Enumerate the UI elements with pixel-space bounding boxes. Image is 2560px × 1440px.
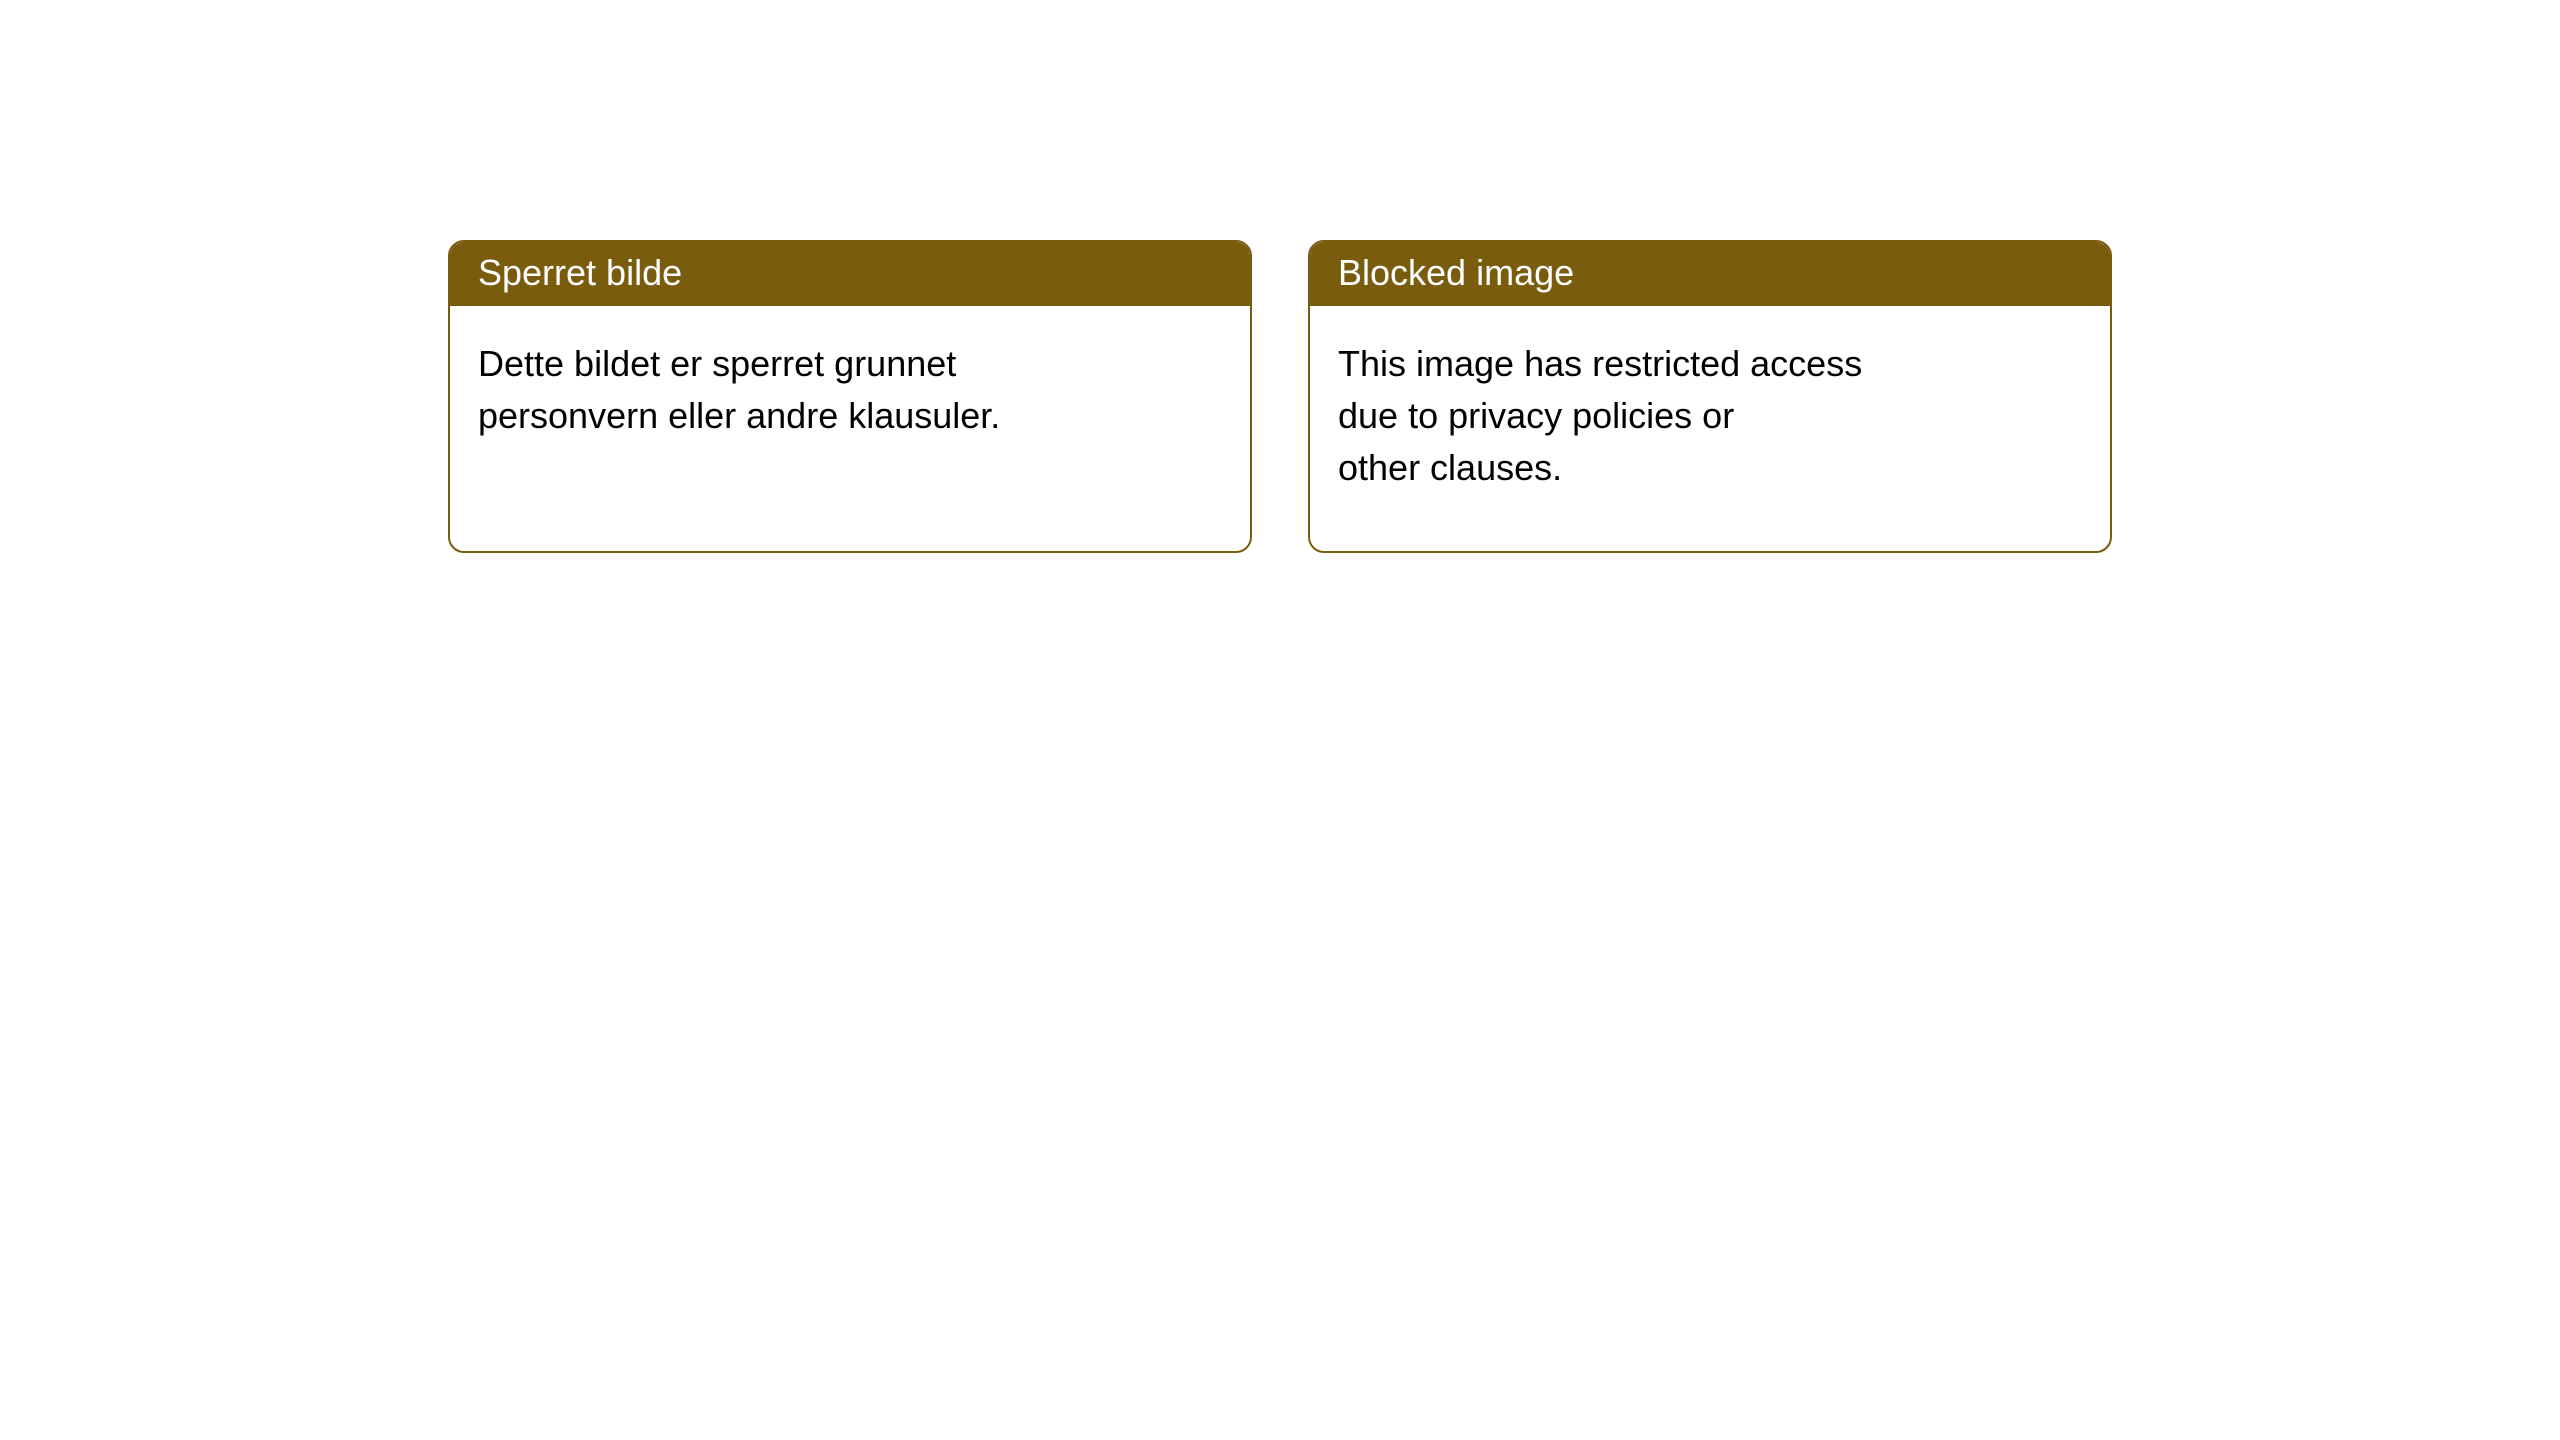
notice-container: Sperret bilde Dette bildet er sperret gr…	[448, 240, 2112, 553]
notice-header: Sperret bilde	[450, 242, 1250, 306]
notice-body: This image has restricted access due to …	[1310, 306, 2110, 551]
notice-body: Dette bildet er sperret grunnet personve…	[450, 306, 1250, 538]
notice-header: Blocked image	[1310, 242, 2110, 306]
notice-card-norwegian: Sperret bilde Dette bildet er sperret gr…	[448, 240, 1252, 553]
notice-card-english: Blocked image This image has restricted …	[1308, 240, 2112, 553]
